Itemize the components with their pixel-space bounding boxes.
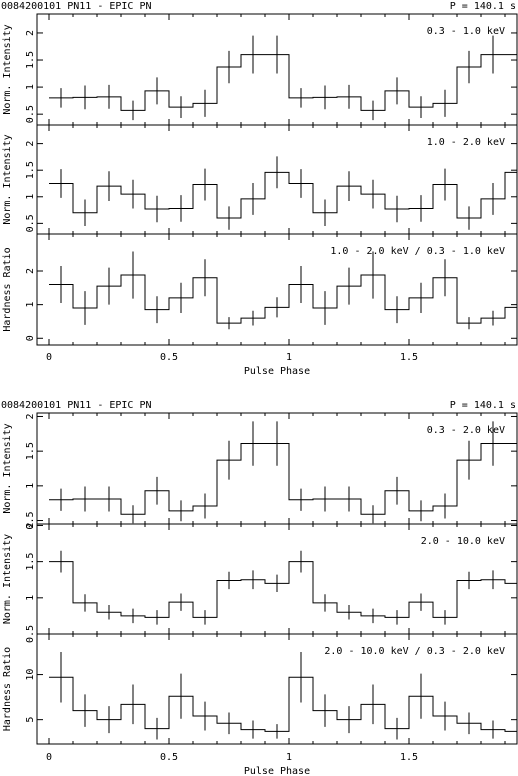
- histogram-step-line: [49, 54, 517, 111]
- band-label: 0.3 - 1.0 keV: [427, 26, 505, 37]
- x-tick-label: 0.5: [160, 752, 178, 763]
- y-tick-label: 2: [25, 268, 36, 274]
- y-tick-label: 10: [25, 669, 36, 681]
- histogram-step-line: [49, 443, 517, 515]
- histogram-step-line: [49, 274, 517, 324]
- chart-2: 0084200101 PN11 - EPIC PN P = 140.1 s 0.5 1…: [1, 400, 518, 776]
- panel-3: 0 1 2 Hardness Ratio 1.0 - 2.0 keV / 0.3 - 1…: [2, 233, 518, 363]
- y-tick-label: 1.5: [25, 161, 36, 179]
- chart-header-left: 0084200101 PN11 - EPIC PN: [1, 1, 152, 12]
- y-tick-label: 0: [25, 335, 36, 341]
- chart-1: 0084200101 PN11 - EPIC PN P = 140.1 s 0.5 1…: [1, 1, 518, 377]
- x-axis-label: Pulse Phase: [244, 366, 310, 377]
- x-axis-label: Pulse Phase: [244, 766, 310, 776]
- x-tick-label: 0: [46, 752, 52, 763]
- y-tick-label: 2: [25, 30, 36, 36]
- y-axis-label: Hardness Ratio: [2, 247, 13, 331]
- y-tick-label: 2: [25, 522, 36, 528]
- band-label: 2.0 - 10.0 keV: [421, 536, 505, 547]
- histogram-step-line: [49, 171, 517, 219]
- y-tick-label: 0.5: [25, 625, 36, 643]
- chart-header-right: P = 140.1 s: [450, 400, 516, 411]
- y-tick-label: 1: [25, 595, 36, 601]
- x-tick-label: 1.5: [400, 752, 418, 763]
- y-tick-label: 1: [25, 84, 36, 90]
- panel-frame: [36, 233, 518, 346]
- y-tick-label: 5: [25, 717, 36, 723]
- chart-header-right: P = 140.1 s: [450, 1, 516, 12]
- y-axis-label: Norm. Intensity: [2, 423, 13, 513]
- y-tick-label: 2: [25, 413, 36, 419]
- y-tick-label: 0.5: [25, 105, 36, 123]
- y-tick-label: 0.5: [25, 214, 36, 232]
- panel-frame: [36, 633, 518, 745]
- y-axis-label: Hardness Ratio: [2, 647, 13, 731]
- x-tick-label: 1.5: [400, 352, 418, 363]
- panel-1: 0.5 1 1.5 2 Norm. Intensity 0.3 - 1.0 keV: [2, 13, 518, 126]
- y-tick-label: 1: [25, 302, 36, 308]
- panel-1: 0.5 1 1.5 2 Norm. Intensity 0.3 - 2.0 keV: [2, 412, 518, 530]
- y-axis-label: Norm. Intensity: [2, 134, 13, 224]
- band-label: 1.0 - 2.0 keV: [427, 137, 505, 148]
- panel-2: 0.5 1 1.5 2 Norm. Intensity 1.0 - 2.0 keV: [2, 124, 518, 235]
- y-tick-label: 1: [25, 483, 36, 489]
- histogram-step-line: [49, 561, 517, 618]
- x-tick-label: 0.5: [160, 352, 178, 363]
- y-tick-label: 1.5: [25, 553, 36, 571]
- chart-header-left: 0084200101 PN11 - EPIC PN: [1, 400, 152, 411]
- y-axis-label: Norm. Intensity: [2, 24, 13, 114]
- band-label: 2.0 - 10.0 keV / 0.3 - 2.0 keV: [324, 646, 505, 657]
- y-tick-label: 1: [25, 194, 36, 200]
- y-tick-label: 0.5: [25, 512, 36, 530]
- band-label: 0.3 - 2.0 keV: [427, 425, 505, 436]
- histogram-step-line: [49, 676, 517, 732]
- x-tick-label: 0: [46, 352, 52, 363]
- x-tick-label: 1: [286, 752, 292, 763]
- y-tick-label: 2: [25, 141, 36, 147]
- y-tick-label: 1.5: [25, 442, 36, 460]
- x-tick-label: 1: [286, 352, 292, 363]
- y-tick-label: 1.5: [25, 51, 36, 69]
- panel-2: 0.5 1 1.5 2 Norm. Intensity 2.0 - 10.0 keV: [2, 522, 518, 643]
- band-label: 1.0 - 2.0 keV / 0.3 - 1.0 keV: [330, 246, 505, 257]
- y-axis-label: Norm. Intensity: [2, 534, 13, 624]
